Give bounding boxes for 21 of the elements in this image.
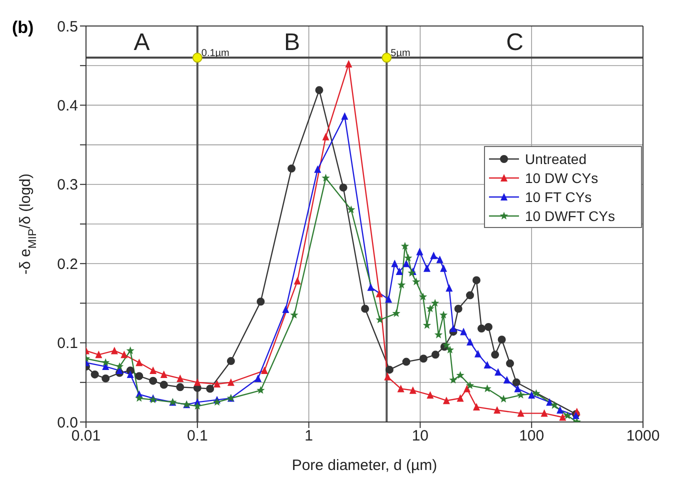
x-tick-label: 0.1 xyxy=(186,428,208,445)
y-tick-label: 0.3 xyxy=(57,176,78,194)
x-tick-label: 10 xyxy=(412,428,429,445)
y-tick-label: 0.4 xyxy=(57,98,78,115)
legend-label: Untreated xyxy=(525,150,586,168)
legend-label: 10 DWFT CYs xyxy=(525,206,615,224)
legend-label: 10 DW CYs xyxy=(525,168,598,186)
y-tick-label: 0.2 xyxy=(57,256,78,273)
ref-line-label: 0.1µm xyxy=(201,48,230,59)
x-tick-label: 100 xyxy=(519,428,544,445)
text: (b) xyxy=(12,18,34,38)
annotation: A xyxy=(134,28,150,56)
x-tick-label: 1 xyxy=(304,428,313,445)
y-tick-label: 0.5 xyxy=(57,18,78,36)
x-tick-label: 1000 xyxy=(626,428,660,445)
x-axis-title: Pore diameter, d (µm) xyxy=(292,457,438,474)
legend-label: 10 FT CYs xyxy=(525,188,592,206)
annotation: C xyxy=(506,28,524,56)
annotation: B xyxy=(284,28,300,56)
ref-line-label: 5µm xyxy=(390,48,410,59)
y-tick-label: 0.1 xyxy=(57,335,78,352)
